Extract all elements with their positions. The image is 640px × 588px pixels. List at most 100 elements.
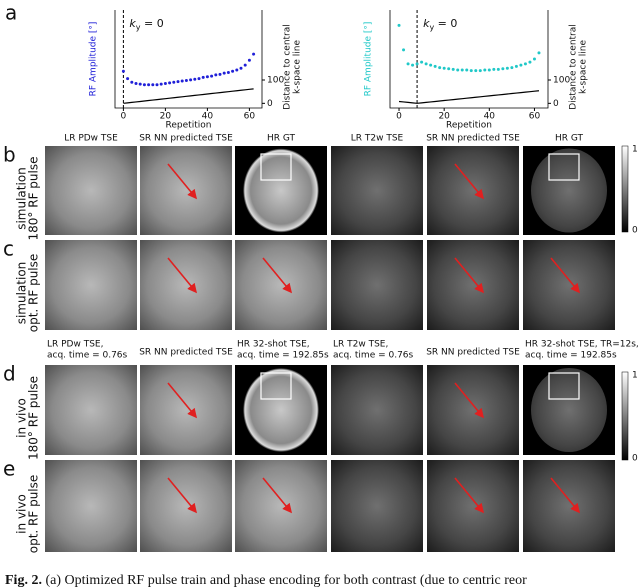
x-tick-label: 40 (202, 112, 214, 122)
rf-point (397, 23, 401, 27)
mri-head (531, 368, 607, 452)
x-tick-label: 60 (529, 112, 541, 122)
mri-image (427, 146, 519, 235)
rf-point (218, 72, 222, 76)
rf-point (130, 80, 134, 84)
row-label: in vivo (15, 398, 29, 438)
rf-point (532, 57, 536, 61)
rf-point (456, 68, 460, 72)
rf-point (420, 60, 424, 64)
column-header: LR PDw TSE (64, 134, 118, 144)
mri-image (331, 460, 423, 552)
axes (389, 10, 549, 109)
column-header: LR PDw TSE, (47, 340, 103, 350)
y-axis-label: RF Amplitude [°] (89, 22, 99, 97)
row-label: simulation (15, 167, 29, 230)
mri-image (45, 240, 137, 330)
rf-point (537, 51, 541, 55)
y2-tick-label: 0 (553, 99, 559, 109)
mri-head (243, 148, 319, 233)
rf-point (514, 64, 518, 68)
y2-axis-label: k-space line (579, 40, 589, 94)
zoom-box (260, 372, 292, 400)
row-label: in vivo (15, 494, 29, 534)
annotation-rest: = 0 (141, 17, 164, 30)
y2-tick-label: 100 (553, 76, 570, 86)
mri-head (243, 368, 319, 452)
rf-point (231, 69, 235, 73)
mri-image (140, 460, 232, 552)
rf-point (142, 83, 146, 87)
arrow (167, 477, 198, 514)
mri-image (331, 365, 423, 455)
colorbar (621, 145, 629, 233)
rf-point (460, 68, 464, 72)
colorbar-tick: 1 (632, 145, 638, 155)
annotation-sub: y (429, 23, 434, 32)
arrow (454, 477, 485, 514)
rf-point (210, 74, 214, 78)
annotation-k: k (129, 17, 136, 30)
arrow (550, 257, 581, 294)
x-tick-label: 0 (121, 112, 127, 122)
row-label: 180° RF pulse (27, 376, 41, 460)
rf-point (163, 82, 167, 85)
rf-point (451, 67, 455, 71)
annotation-sub: y (136, 23, 141, 32)
rf-point (172, 80, 176, 84)
zoom-box (548, 153, 580, 181)
mri-image (140, 240, 232, 330)
colorbar-tick: 0 (632, 226, 638, 236)
distance-line (398, 90, 540, 104)
rf-point (197, 77, 201, 81)
rf-point (424, 62, 428, 66)
rf-point (411, 63, 415, 67)
x-tick-label: 0 (396, 112, 402, 122)
row-label: opt. RF pulse (27, 254, 41, 333)
rf-point (429, 63, 433, 67)
column-header: acq. time = 192.85s (525, 351, 617, 361)
rf-point (201, 75, 205, 79)
caption-label: Fig. 2. (5, 573, 42, 588)
mri-image (140, 365, 232, 455)
rf-point (239, 66, 243, 70)
mri-image (427, 365, 519, 455)
annotation: ky = 0 (423, 17, 457, 32)
caption-text: (a) Optimized RF pulse train and phase e… (45, 573, 527, 588)
mri-image (45, 365, 137, 455)
arrow (262, 257, 293, 294)
column-header: acq. time = 0.76s (333, 351, 414, 361)
row-label: simulation (15, 262, 29, 325)
y2-axis-label: Distance to central (283, 24, 293, 110)
mri-image (45, 460, 137, 552)
x-tick-label: 20 (160, 112, 172, 122)
arrow (454, 163, 485, 200)
column-header: HR 32-shot TSE, TR=12s, (525, 340, 639, 350)
rf-point (176, 80, 180, 84)
rf-point (193, 77, 197, 81)
x-axis-label: Repetition (166, 121, 212, 131)
annotation: ky = 0 (129, 17, 163, 32)
rf-point (184, 78, 188, 82)
rf-point (243, 63, 247, 67)
annotation-k: k (423, 17, 430, 30)
rf-point (406, 62, 410, 66)
x-axis-label: Repetition (446, 121, 492, 131)
rf-point (147, 83, 151, 87)
arrow (454, 257, 485, 294)
zoom-box (548, 372, 580, 400)
rf-point (180, 79, 184, 83)
rf-point (155, 83, 159, 87)
annotation-rest: = 0 (434, 17, 457, 30)
column-header: acq. time = 192.85s (237, 351, 329, 361)
mri-image (331, 240, 423, 330)
mri-image (235, 240, 327, 330)
rf-point (151, 83, 155, 87)
rf-point (214, 73, 218, 77)
rf-point (519, 63, 523, 67)
rf-point (415, 62, 419, 66)
mri-image (45, 146, 137, 235)
rf-point (189, 78, 193, 82)
x-tick-label: 60 (244, 112, 256, 122)
colorbar (621, 371, 629, 461)
